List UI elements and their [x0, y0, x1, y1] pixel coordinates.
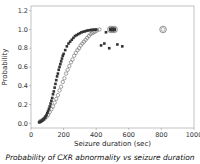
point	[51, 97, 54, 100]
x-tick-label: 400	[90, 131, 102, 139]
point	[56, 93, 59, 96]
point	[98, 28, 101, 31]
point	[64, 72, 67, 75]
y-axis-label: Probability	[1, 48, 9, 85]
point	[51, 105, 54, 108]
point	[48, 105, 51, 108]
series	[38, 28, 98, 123]
point	[55, 97, 58, 100]
y-tick-label: 0.8	[18, 44, 28, 52]
y-tick	[29, 67, 31, 68]
x-tick	[128, 128, 129, 130]
y-tick	[29, 29, 31, 30]
x-axis-label: Seizure duration (sec)	[74, 140, 151, 148]
point	[121, 45, 124, 48]
point	[57, 72, 60, 75]
point	[54, 83, 57, 86]
x-tick	[194, 128, 195, 130]
point	[64, 49, 67, 52]
point	[61, 57, 64, 60]
point	[52, 93, 55, 96]
point	[55, 79, 58, 82]
x-tick	[96, 128, 97, 130]
y-tick	[29, 85, 31, 86]
y-tick-label: 0.0	[18, 120, 28, 128]
y-tick-label: 1.0	[18, 26, 28, 34]
point	[50, 99, 53, 102]
y-tick	[29, 123, 31, 124]
y-tick	[29, 104, 31, 105]
x-tick-label: 1000	[186, 131, 200, 139]
point	[53, 101, 56, 104]
point	[63, 77, 66, 80]
x-tick-label: 200	[57, 131, 69, 139]
point	[43, 117, 46, 120]
series	[38, 28, 101, 123]
point	[57, 69, 60, 72]
point	[61, 80, 64, 83]
y-tick-label: 1.2	[18, 7, 28, 15]
x-tick	[31, 128, 32, 130]
point	[53, 90, 56, 93]
point	[68, 64, 71, 67]
point	[105, 31, 108, 34]
point	[109, 28, 113, 32]
point	[47, 110, 50, 113]
x-tick	[161, 128, 162, 130]
outer-ring	[160, 26, 167, 33]
point	[58, 89, 61, 92]
y-tick	[29, 48, 31, 49]
x-tick-label: 800	[155, 131, 167, 139]
point	[59, 85, 62, 88]
chart-title: Probability of CXR abnormality vs seizur…	[5, 153, 194, 162]
point	[59, 63, 62, 66]
inner-ring	[112, 28, 116, 32]
y-tick-label: 0.6	[18, 63, 28, 71]
point	[108, 47, 111, 50]
point	[60, 60, 63, 63]
point	[53, 86, 56, 89]
inner-ring	[109, 28, 113, 32]
point	[58, 66, 61, 69]
series	[108, 26, 167, 33]
point	[113, 28, 116, 31]
double-circle-point	[160, 26, 167, 33]
point	[95, 28, 98, 31]
series	[109, 28, 116, 32]
point	[62, 53, 65, 56]
y-tick	[29, 10, 31, 11]
point	[100, 44, 103, 47]
point	[112, 28, 116, 32]
point	[56, 75, 59, 78]
y-tick-label: 0.2	[18, 101, 28, 109]
point	[71, 58, 74, 61]
point	[66, 68, 69, 71]
x-tick-label: 600	[123, 131, 135, 139]
point	[116, 43, 119, 46]
point	[66, 45, 69, 48]
point	[49, 102, 52, 105]
x-tick	[63, 128, 64, 130]
y-tick-label: 0.4	[18, 82, 28, 90]
point	[48, 107, 51, 110]
chart: 0 200 400 600 800 1000 0.0 0.2 0.4 0.6 0.8 1.0 1.2 Se…	[0, 0, 200, 164]
x-tick-label: 0	[29, 131, 33, 139]
point	[103, 42, 106, 45]
plot-frame	[31, 6, 194, 128]
inner-ring	[161, 28, 165, 32]
marks	[38, 26, 166, 124]
